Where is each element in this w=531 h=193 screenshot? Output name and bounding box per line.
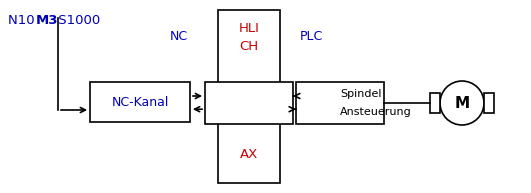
Text: N10: N10: [8, 14, 39, 27]
Bar: [296, 82, 384, 124]
Text: M3: M3: [36, 14, 58, 27]
Text: PLC: PLC: [300, 30, 323, 43]
Text: S1000: S1000: [54, 14, 100, 27]
Text: Ansteuerung: Ansteuerung: [340, 107, 412, 117]
Text: M: M: [455, 96, 469, 111]
Text: AX: AX: [240, 148, 258, 161]
Text: NC-Kanal: NC-Kanal: [112, 96, 169, 108]
Text: Spindel: Spindel: [340, 89, 381, 99]
Bar: [218, 10, 280, 183]
Bar: [484, 93, 494, 113]
Bar: [90, 82, 190, 122]
Text: HLI: HLI: [238, 22, 260, 35]
Bar: [205, 82, 293, 124]
Text: NC: NC: [170, 30, 188, 43]
Bar: [430, 93, 440, 113]
Circle shape: [440, 81, 484, 125]
Text: CH: CH: [239, 40, 259, 53]
